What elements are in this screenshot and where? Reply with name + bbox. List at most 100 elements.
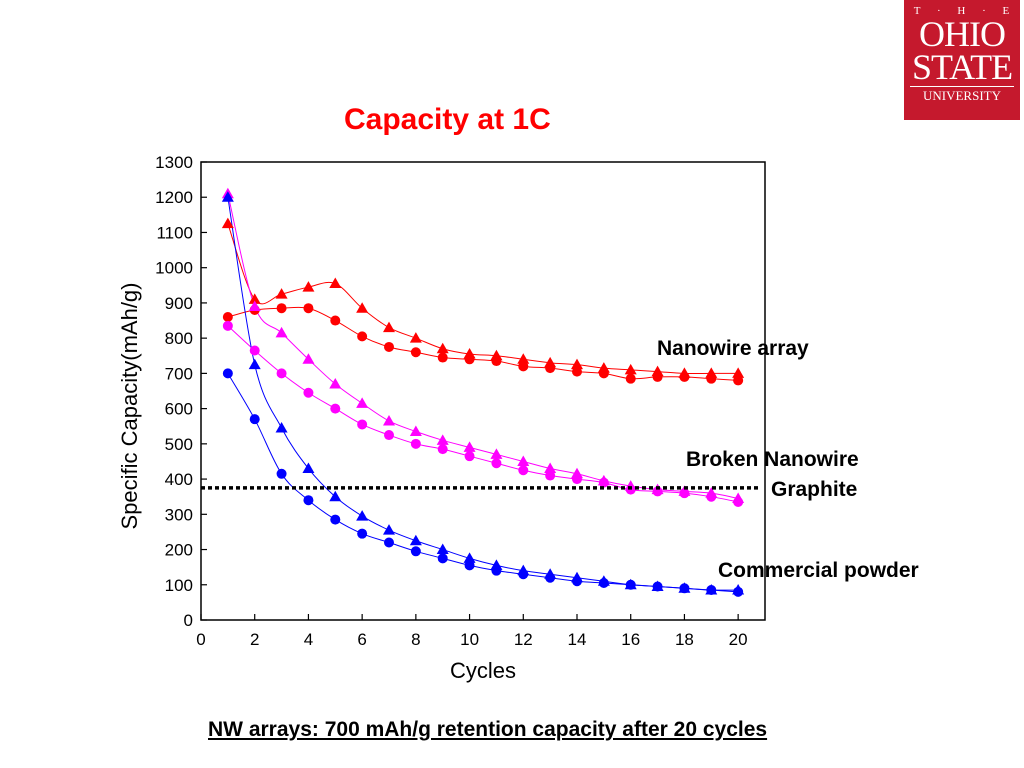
- data-point-circle: [357, 419, 368, 430]
- data-point-circle: [733, 375, 744, 386]
- data-point-triangle: [275, 421, 288, 433]
- data-point-triangle: [356, 510, 369, 521]
- x-axis-label: Cycles: [450, 658, 516, 683]
- x-tick-label: 16: [621, 630, 640, 649]
- data-point-circle: [464, 560, 475, 571]
- data-point-circle: [437, 444, 448, 455]
- data-point-triangle: [544, 462, 557, 474]
- data-point-circle: [598, 578, 609, 589]
- data-point-triangle: [383, 524, 395, 535]
- y-tick-label: 1300: [155, 153, 193, 172]
- series-markers: [221, 187, 745, 597]
- data-point-circle: [464, 451, 475, 462]
- y-tick-label: 800: [165, 329, 193, 348]
- logo-line-the: T · H · E: [913, 5, 1017, 17]
- data-point-circle: [491, 565, 502, 576]
- data-point-circle: [303, 303, 314, 314]
- data-point-circle: [733, 586, 744, 597]
- x-tick-label: 12: [514, 630, 533, 649]
- data-point-circle: [545, 363, 556, 374]
- data-point-triangle: [221, 191, 234, 202]
- data-point-circle: [384, 430, 394, 441]
- data-point-circle: [437, 553, 448, 564]
- plot-frame: [200, 161, 766, 621]
- data-point-circle: [572, 576, 582, 587]
- data-point-triangle: [302, 353, 315, 364]
- data-point-circle: [545, 572, 556, 583]
- ohio-state-logo: T · H · E OHIO STATE UNIVERSITY: [904, 0, 1020, 120]
- data-point-triangle: [248, 358, 261, 370]
- y-tick-label: 100: [165, 576, 193, 595]
- data-point-circle: [249, 414, 260, 425]
- y-tick-label: 1100: [156, 223, 193, 242]
- y-tick-label: 500: [165, 435, 193, 454]
- data-point-circle: [249, 345, 260, 356]
- data-point-circle: [652, 371, 663, 382]
- data-point-triangle: [463, 552, 476, 563]
- data-point-triangle: [356, 397, 369, 408]
- data-point-circle: [572, 474, 582, 485]
- data-point-triangle: [436, 434, 449, 445]
- y-tick-label: 1000: [155, 259, 193, 278]
- data-point-circle: [491, 458, 502, 469]
- x-tick-label: 20: [729, 630, 748, 649]
- x-tick-label: 0: [196, 630, 205, 649]
- y-tick-label: 1200: [155, 188, 193, 207]
- graphite-label: Graphite: [771, 478, 858, 501]
- data-point-circle: [464, 354, 475, 365]
- x-tick-label: 8: [411, 630, 420, 649]
- data-point-circle: [222, 368, 233, 379]
- y-tick-label: 700: [165, 364, 193, 383]
- data-point-circle: [384, 341, 394, 352]
- data-point-circle: [410, 438, 421, 449]
- data-point-triangle: [329, 377, 342, 389]
- data-point-triangle: [221, 217, 234, 229]
- data-point-triangle: [248, 300, 261, 311]
- series-line-6: [227, 373, 739, 593]
- data-point-triangle: [436, 543, 449, 555]
- data-point-triangle: [302, 281, 315, 292]
- x-tick-label: 18: [675, 630, 694, 649]
- data-point-circle: [706, 585, 717, 596]
- data-point-circle: [330, 315, 341, 326]
- data-point-circle: [357, 528, 368, 539]
- data-point-triangle: [409, 534, 422, 546]
- data-point-circle: [598, 477, 609, 488]
- data-point-circle: [410, 546, 421, 557]
- data-point-triangle: [329, 277, 342, 289]
- nanowire-array-label: Nanowire array: [657, 337, 809, 360]
- x-tick-label: 10: [460, 630, 479, 649]
- logo-line-ohio: OHIO: [919, 14, 1006, 54]
- data-point-circle: [276, 368, 287, 379]
- data-point-circle: [303, 387, 314, 398]
- y-axis-label: Specific Capacity(mAh/g): [117, 283, 142, 530]
- data-point-circle: [572, 366, 582, 377]
- data-point-circle: [276, 468, 287, 479]
- data-point-triangle: [248, 293, 261, 304]
- data-point-circle: [437, 352, 448, 363]
- data-point-triangle: [436, 342, 449, 354]
- data-point-triangle: [732, 367, 745, 378]
- data-point-circle: [410, 347, 421, 358]
- y-tick-label: 300: [165, 505, 193, 524]
- chart-title: Capacity at 1C: [344, 103, 551, 136]
- data-point-triangle: [409, 425, 422, 437]
- footer-note: NW arrays: 700 mAh/g retention capacity …: [208, 718, 768, 741]
- data-point-triangle: [356, 302, 369, 313]
- data-point-circle: [491, 356, 502, 367]
- data-point-circle: [706, 491, 717, 502]
- data-point-circle: [276, 303, 287, 314]
- x-tick-label: 2: [250, 630, 259, 649]
- data-point-triangle: [409, 332, 422, 343]
- data-point-circle: [330, 403, 341, 414]
- logo-line-university: UNIVERSITY: [910, 86, 1014, 104]
- data-point-triangle: [490, 448, 503, 459]
- data-point-triangle: [383, 321, 395, 333]
- y-tick-label: 600: [165, 400, 193, 419]
- x-tick-label: 14: [568, 630, 587, 649]
- data-point-circle: [357, 331, 368, 342]
- data-point-triangle: [383, 414, 395, 426]
- data-point-triangle: [463, 441, 476, 452]
- data-point-circle: [625, 579, 636, 590]
- data-point-circle: [679, 371, 690, 382]
